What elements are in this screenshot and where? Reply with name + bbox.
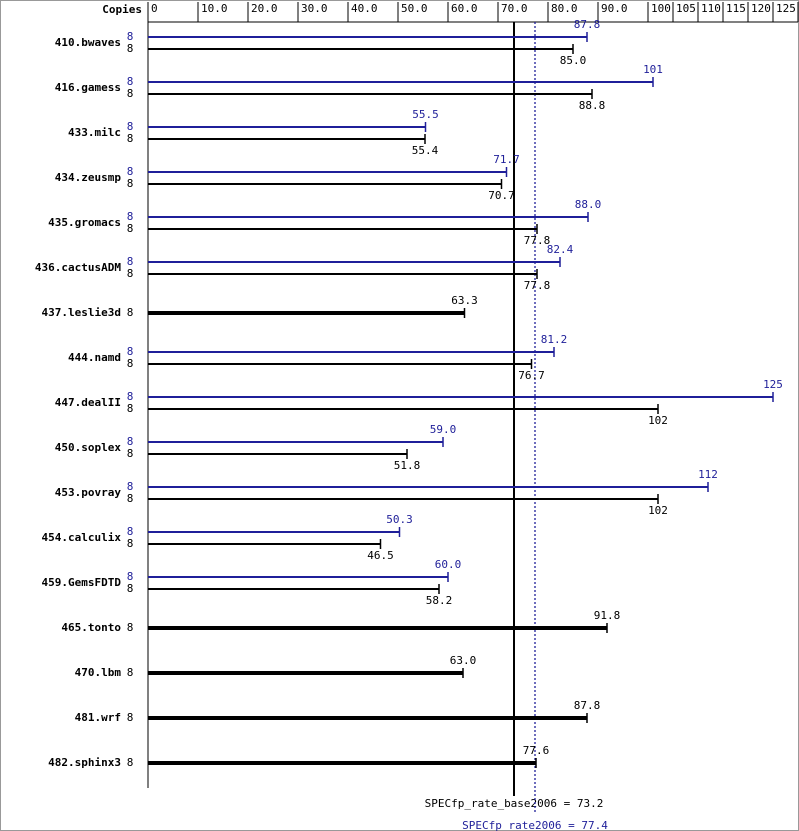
- category-label: 416.gamess: [55, 81, 121, 94]
- copies-label: 8: [127, 666, 134, 679]
- copies-label: 8: [127, 42, 134, 55]
- copies-label: 8: [127, 435, 134, 448]
- x-tick-label: 105: [676, 2, 696, 15]
- copies-label: 8: [127, 756, 134, 769]
- category-label: 447.dealII: [55, 396, 121, 409]
- x-tick-label: 120: [751, 2, 771, 15]
- category-label: 437.leslie3d: [42, 306, 121, 319]
- value-label: 58.2: [426, 594, 453, 607]
- value-label: 63.0: [450, 654, 477, 667]
- x-tick-label: 125: [776, 2, 796, 15]
- value-label: 55.4: [412, 144, 439, 157]
- value-label: 91.8: [594, 609, 621, 622]
- copies-label: 8: [127, 345, 134, 358]
- copies-label: 8: [127, 525, 134, 538]
- value-label: 55.5: [412, 108, 439, 121]
- copies-label: 8: [127, 537, 134, 550]
- category-label: 481.wrf: [75, 711, 121, 724]
- copies-label: 8: [127, 132, 134, 145]
- value-label: 125: [763, 378, 783, 391]
- x-tick-label: 110: [701, 2, 721, 15]
- value-label: 46.5: [367, 549, 394, 562]
- copies-label: 8: [127, 492, 134, 505]
- category-label: 465.tonto: [61, 621, 121, 634]
- value-label: 77.8: [524, 279, 551, 292]
- x-tick-label: 70.0: [501, 2, 528, 15]
- value-label: 50.3: [386, 513, 413, 526]
- category-label: 482.sphinx3: [48, 756, 121, 769]
- copies-label: 8: [127, 570, 134, 583]
- x-tick-label: 20.0: [251, 2, 278, 15]
- value-label: 77.6: [523, 744, 550, 757]
- copies-label: 8: [127, 255, 134, 268]
- category-label: 453.povray: [55, 486, 122, 499]
- copies-label: 8: [127, 177, 134, 190]
- value-label: 82.4: [547, 243, 574, 256]
- copies-label: 8: [127, 711, 134, 724]
- x-tick-label: 0: [151, 2, 158, 15]
- value-label: 88.0: [575, 198, 602, 211]
- x-tick-label: 90.0: [601, 2, 628, 15]
- category-label: 433.milc: [68, 126, 121, 139]
- copies-label: 8: [127, 582, 134, 595]
- value-label: 76.7: [518, 369, 545, 382]
- copies-label: 8: [127, 621, 134, 634]
- x-tick-label: 80.0: [551, 2, 578, 15]
- value-label: 60.0: [435, 558, 462, 571]
- copies-label: 8: [127, 30, 134, 43]
- copies-label: 8: [127, 87, 134, 100]
- category-label: 435.gromacs: [48, 216, 121, 229]
- value-label: 59.0: [430, 423, 457, 436]
- value-label: 102: [648, 414, 668, 427]
- value-label: 88.8: [579, 99, 606, 112]
- category-label: 470.lbm: [75, 666, 122, 679]
- reference-label: SPECfp_rate_base2006 = 73.2: [425, 797, 604, 810]
- category-label: 444.namd: [68, 351, 121, 364]
- value-label: 112: [698, 468, 718, 481]
- value-label: 71.7: [493, 153, 520, 166]
- value-label: 70.7: [488, 189, 515, 202]
- value-label: 63.3: [451, 294, 478, 307]
- x-tick-label: 30.0: [301, 2, 328, 15]
- value-label: 102: [648, 504, 668, 517]
- x-tick-label: 115: [726, 2, 746, 15]
- category-label: 454.calculix: [42, 531, 122, 544]
- value-label: 77.8: [524, 234, 551, 247]
- copies-label: 8: [127, 75, 134, 88]
- x-tick-label: 10.0: [201, 2, 228, 15]
- copies-header: Copies: [102, 3, 142, 16]
- x-tick-label: 50.0: [401, 2, 428, 15]
- category-label: 450.soplex: [55, 441, 122, 454]
- category-label: 410.bwaves: [55, 36, 121, 49]
- copies-label: 8: [127, 120, 134, 133]
- copies-label: 8: [127, 222, 134, 235]
- category-label: 459.GemsFDTD: [42, 576, 122, 589]
- reference-label: SPECfp_rate2006 = 77.4: [462, 819, 608, 831]
- category-label: 434.zeusmp: [55, 171, 122, 184]
- value-label: 87.8: [574, 18, 601, 31]
- copies-label: 8: [127, 390, 134, 403]
- value-label: 87.8: [574, 699, 601, 712]
- copies-label: 8: [127, 402, 134, 415]
- copies-label: 8: [127, 357, 134, 370]
- copies-label: 8: [127, 267, 134, 280]
- copies-label: 8: [127, 165, 134, 178]
- copies-label: 8: [127, 447, 134, 460]
- x-tick-label: 40.0: [351, 2, 378, 15]
- copies-label: 8: [127, 210, 134, 223]
- value-label: 51.8: [394, 459, 421, 472]
- x-tick-label: 100: [651, 2, 671, 15]
- value-label: 85.0: [560, 54, 587, 67]
- copies-label: 8: [127, 480, 134, 493]
- copies-label: 8: [127, 306, 134, 319]
- value-label: 101: [643, 63, 663, 76]
- category-label: 436.cactusADM: [35, 261, 121, 274]
- x-tick-label: 60.0: [451, 2, 478, 15]
- value-label: 81.2: [541, 333, 568, 346]
